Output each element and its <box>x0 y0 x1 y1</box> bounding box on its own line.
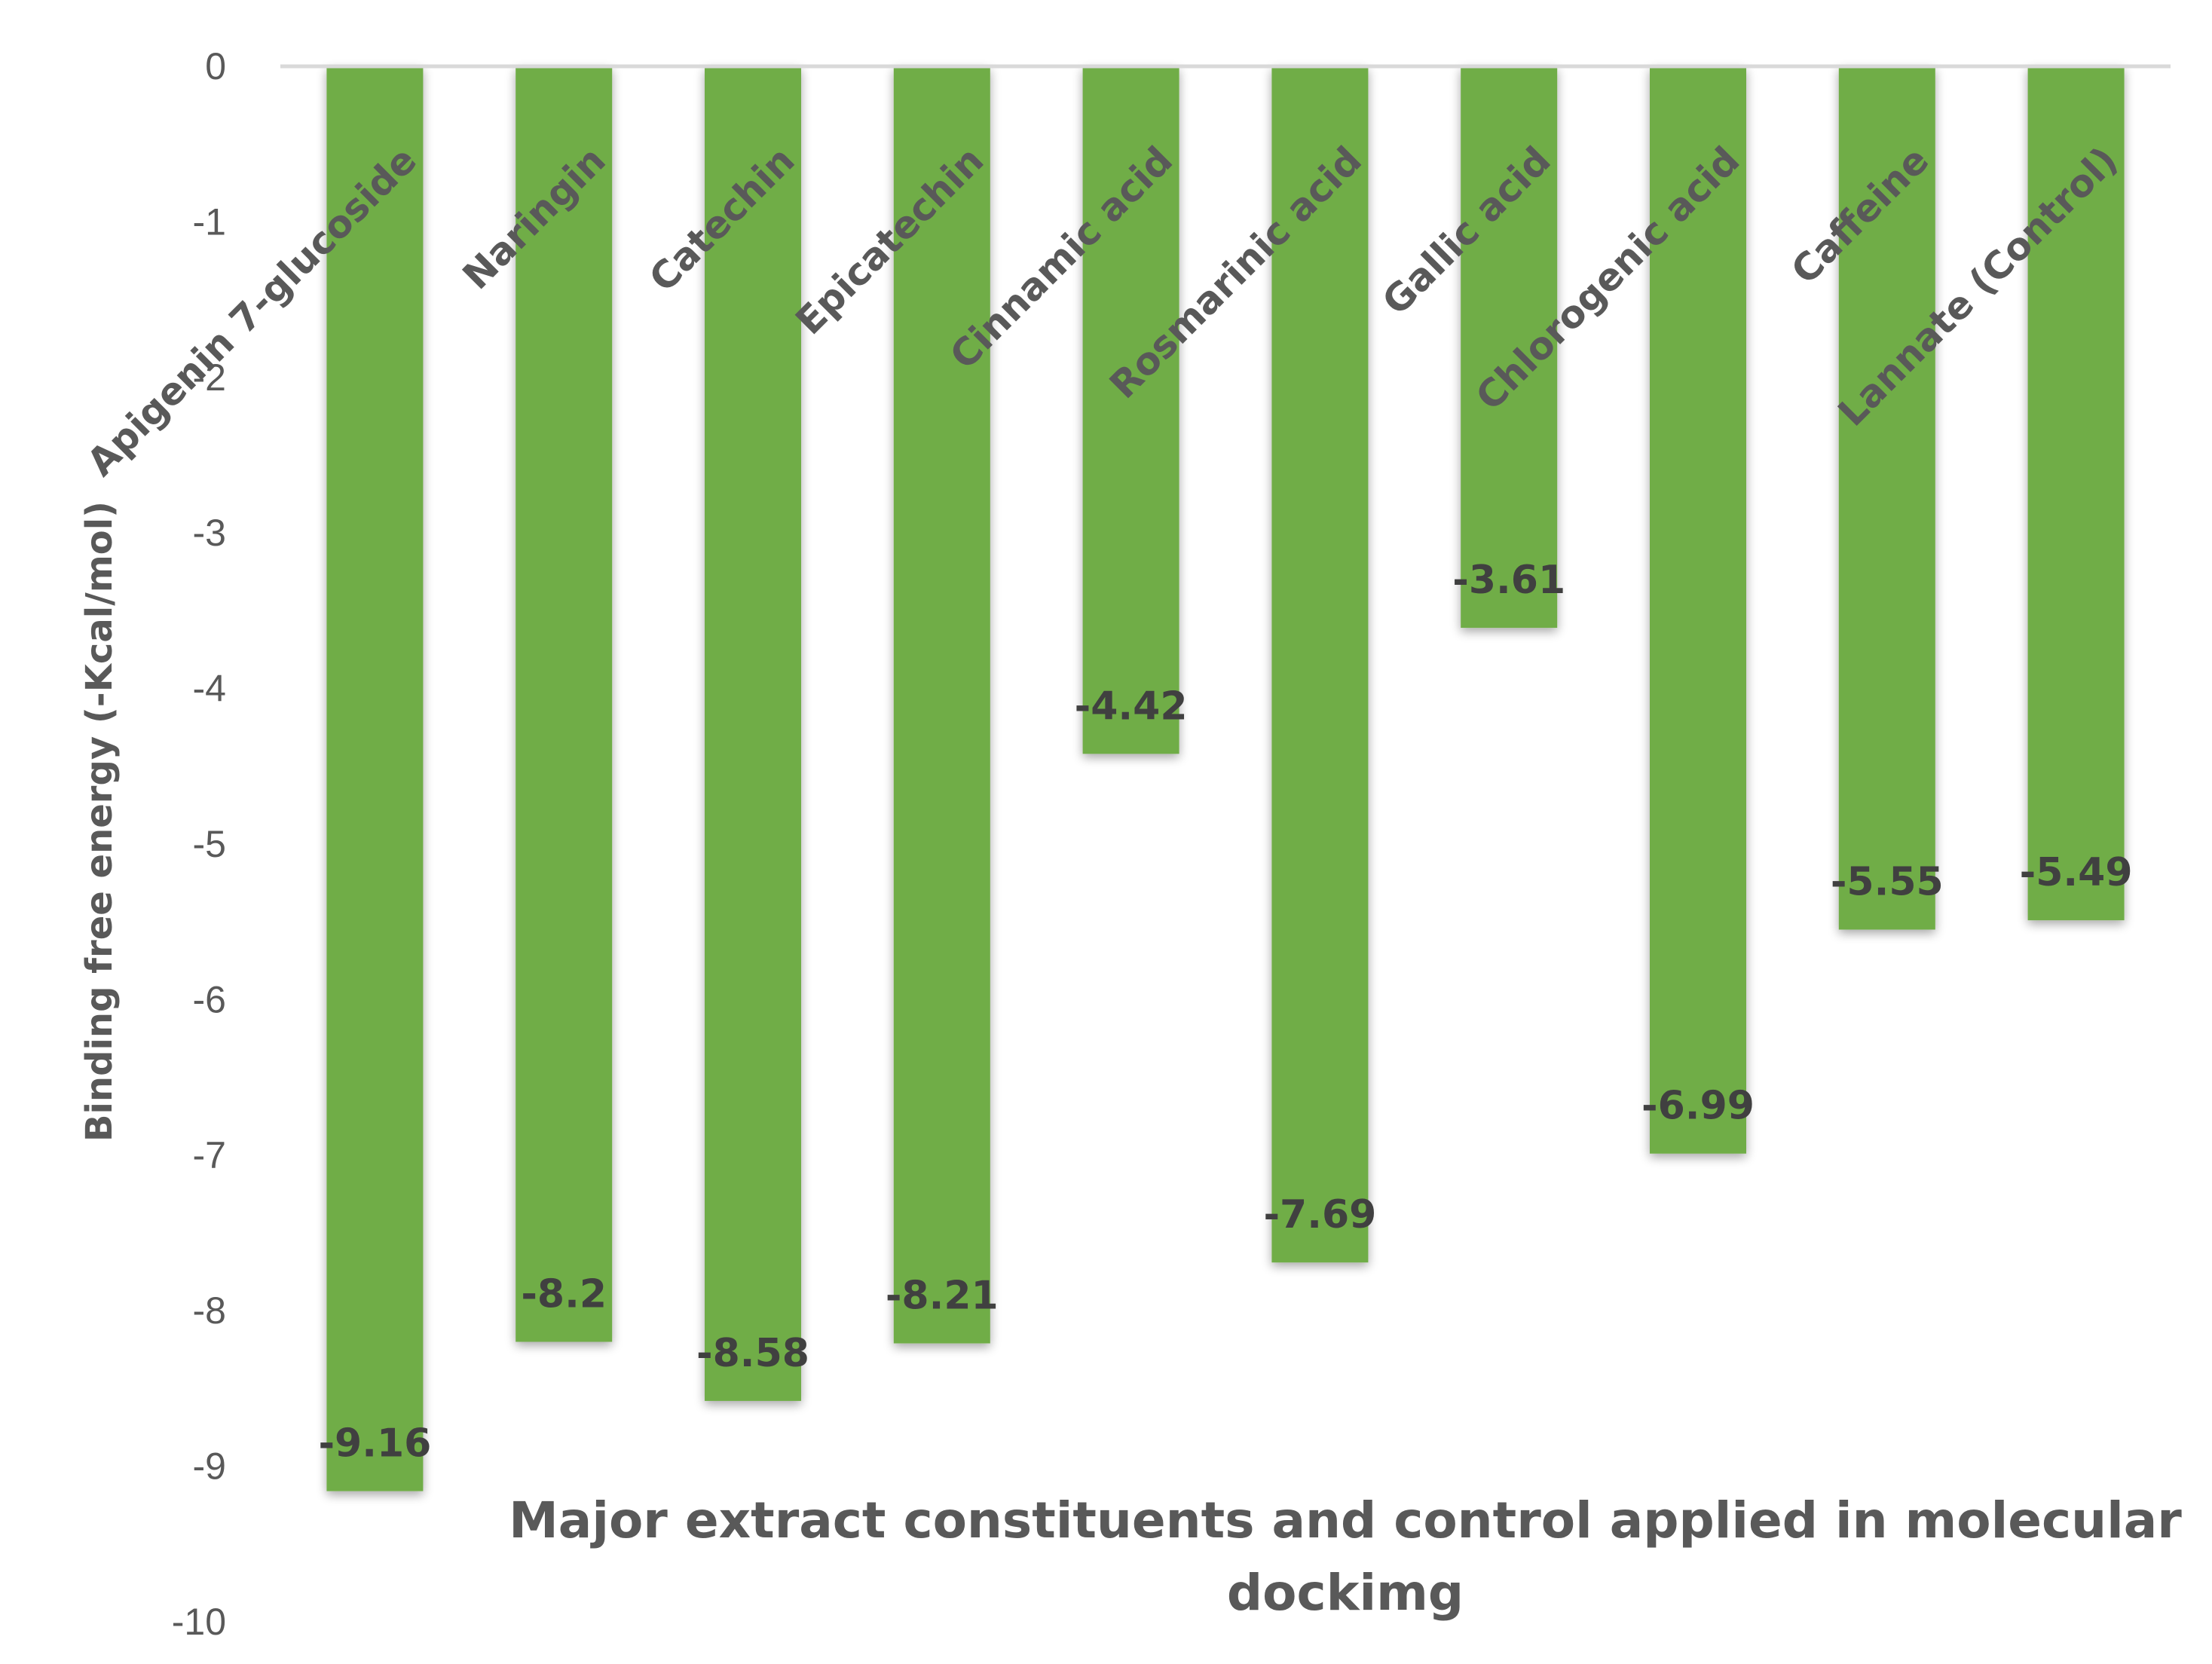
y-tick-label: -10 <box>172 1601 226 1643</box>
data-label: -3.61 <box>1452 558 1565 603</box>
bar <box>705 66 801 1401</box>
bar <box>1271 66 1369 1263</box>
data-label: -5.49 <box>2020 850 2133 895</box>
bars <box>326 66 2125 1491</box>
y-tick-label: -4 <box>193 668 226 710</box>
data-label: -9.16 <box>318 1421 431 1467</box>
bar <box>2027 66 2125 921</box>
y-tick-label: -5 <box>193 823 226 865</box>
y-axis-ticks: 0 -1 -2 -3 -4 -5 -6 -7 -8 -9 -10 <box>172 45 226 1643</box>
y-tick-label: -2 <box>193 356 226 399</box>
data-label: -7.69 <box>1263 1192 1376 1237</box>
y-tick-label: -8 <box>193 1289 226 1332</box>
y-tick-label: -7 <box>193 1134 226 1176</box>
bar <box>1082 66 1179 754</box>
y-tick-label: -3 <box>193 512 226 554</box>
data-label: -4.42 <box>1075 684 1188 729</box>
x-axis-title-line-1: Major extract constituents and control a… <box>509 1491 2182 1549</box>
bar <box>893 66 990 1344</box>
y-tick-label: 0 <box>205 45 226 87</box>
bar <box>516 66 613 1342</box>
bar <box>326 66 424 1491</box>
y-tick-label: -6 <box>193 978 226 1020</box>
data-label: -8.58 <box>696 1331 809 1376</box>
data-label: -6.99 <box>1641 1084 1755 1129</box>
data-labels: -9.16 -8.2 -8.58 -8.21 -4.42 -7.69 -3.61 -6.99 -… <box>318 558 2132 1467</box>
bar <box>1838 66 1935 930</box>
data-label: -5.55 <box>1831 860 1944 905</box>
bar <box>1461 66 1558 629</box>
x-axis-title-line-2: dockimg <box>1227 1564 1464 1622</box>
data-label: -8.2 <box>521 1271 607 1317</box>
y-tick-label: -9 <box>193 1445 226 1488</box>
bar <box>1650 66 1746 1154</box>
y-tick-label: -1 <box>193 200 226 243</box>
data-label: -8.21 <box>886 1274 999 1319</box>
y-axis-title: Binding free energy (-Kcal/mol) <box>78 501 121 1142</box>
